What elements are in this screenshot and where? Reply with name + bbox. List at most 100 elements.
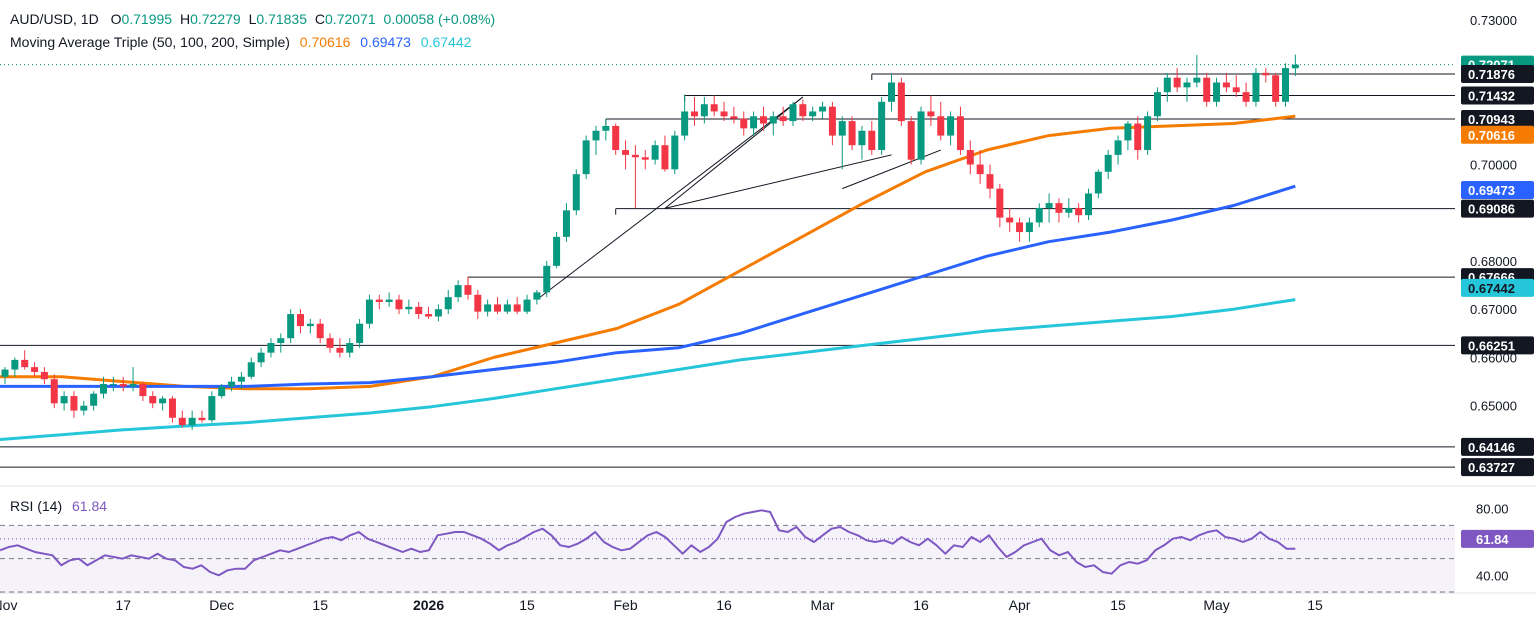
trendline <box>536 96 804 300</box>
price-tag-bg <box>1461 199 1534 218</box>
candle <box>484 299 492 317</box>
candle-body <box>444 297 452 310</box>
candle <box>730 106 738 124</box>
time-tick-label: 16 <box>913 597 929 613</box>
candle-body <box>750 116 758 129</box>
candle <box>562 203 570 242</box>
candle-body <box>188 417 196 426</box>
candle-body <box>297 314 304 327</box>
candle-body <box>1016 222 1024 233</box>
price-tag-level: 0.71432 <box>1461 86 1534 105</box>
candle-body <box>1085 193 1092 216</box>
candle <box>60 391 68 411</box>
candle-body <box>1282 68 1289 102</box>
time-tick-label: 2026 <box>413 597 444 613</box>
candle <box>907 116 915 165</box>
candle-body <box>612 125 620 151</box>
rsi-value-tag: 61.84 <box>1461 529 1534 548</box>
candle-body <box>1104 154 1112 172</box>
candle-body <box>878 101 886 151</box>
candle-body <box>346 343 354 353</box>
candle-body <box>168 398 176 418</box>
time-tick-label: 15 <box>1110 597 1126 613</box>
candle <box>700 96 708 124</box>
candle <box>888 73 895 112</box>
candle-body <box>553 236 561 266</box>
price-tag-label: 0.71432 <box>1468 88 1515 103</box>
candle <box>838 116 846 170</box>
candle-body <box>228 381 236 387</box>
candle <box>405 299 413 315</box>
candle <box>1104 150 1112 179</box>
candle <box>858 125 866 160</box>
candle <box>139 381 147 401</box>
price-tag-label: 0.66251 <box>1468 338 1515 353</box>
candle <box>109 376 117 392</box>
open-label: O <box>110 11 122 27</box>
candle <box>247 357 255 380</box>
candle <box>198 410 206 423</box>
candle-body <box>937 116 945 136</box>
candle <box>651 140 659 165</box>
candle-body <box>1144 116 1152 151</box>
candle-body <box>513 304 521 312</box>
candle <box>100 376 107 399</box>
candle <box>31 362 39 377</box>
candle-body <box>671 135 679 170</box>
price-tag-level: 0.63727 <box>1461 458 1534 477</box>
candle-body <box>927 111 935 117</box>
candle-body <box>1094 171 1102 194</box>
rsi-pane <box>0 509 1455 593</box>
rsi-tag-label: 61.84 <box>1476 532 1509 547</box>
candle-body <box>336 347 344 353</box>
candle <box>1055 198 1063 223</box>
candle <box>976 150 984 184</box>
candle <box>966 140 974 175</box>
price-tag-bg <box>1461 336 1534 355</box>
candle-body <box>1272 75 1280 102</box>
candle <box>159 396 167 411</box>
price-tick-label: 0.68000 <box>1470 254 1517 269</box>
ma-legend: Moving Average Triple (50, 100, 200, Sim… <box>10 34 471 50</box>
candle <box>365 294 373 329</box>
candle-body <box>198 417 206 421</box>
candle-body <box>838 121 846 136</box>
candle-body <box>208 396 216 421</box>
candle-body <box>415 306 423 315</box>
candle <box>336 338 344 358</box>
candle <box>897 77 905 126</box>
candle-body <box>888 82 895 102</box>
ma50-value: 0.70616 <box>299 34 351 50</box>
candle-body <box>21 359 29 368</box>
candle <box>237 371 245 389</box>
candle-body <box>976 164 984 175</box>
time-tick-label: 17 <box>115 597 131 613</box>
candle <box>681 94 689 141</box>
price-tag-label: 0.71876 <box>1468 67 1515 82</box>
candle <box>168 396 176 423</box>
candle <box>454 280 462 303</box>
candle-body <box>1075 207 1083 216</box>
candle <box>710 95 718 117</box>
candle <box>80 400 88 416</box>
candle <box>1045 193 1053 223</box>
axes: 0.730000.700000.680000.670000.660000.650… <box>0 13 1534 613</box>
price-tag-level: 0.64146 <box>1461 437 1534 456</box>
candle <box>297 309 304 334</box>
candle <box>927 95 935 126</box>
candle-body <box>1242 92 1250 102</box>
candle-body <box>868 130 876 151</box>
candle-body <box>70 396 78 411</box>
candle-body <box>1124 123 1132 141</box>
candle-body <box>641 157 649 160</box>
trendline <box>664 96 804 209</box>
candle <box>464 276 472 300</box>
candle <box>956 106 964 155</box>
candle <box>1065 198 1073 218</box>
candle-body <box>1183 82 1191 88</box>
price-tag-bg <box>1461 180 1534 199</box>
candle <box>1252 68 1260 107</box>
candle <box>1144 111 1152 155</box>
candle <box>513 297 521 315</box>
